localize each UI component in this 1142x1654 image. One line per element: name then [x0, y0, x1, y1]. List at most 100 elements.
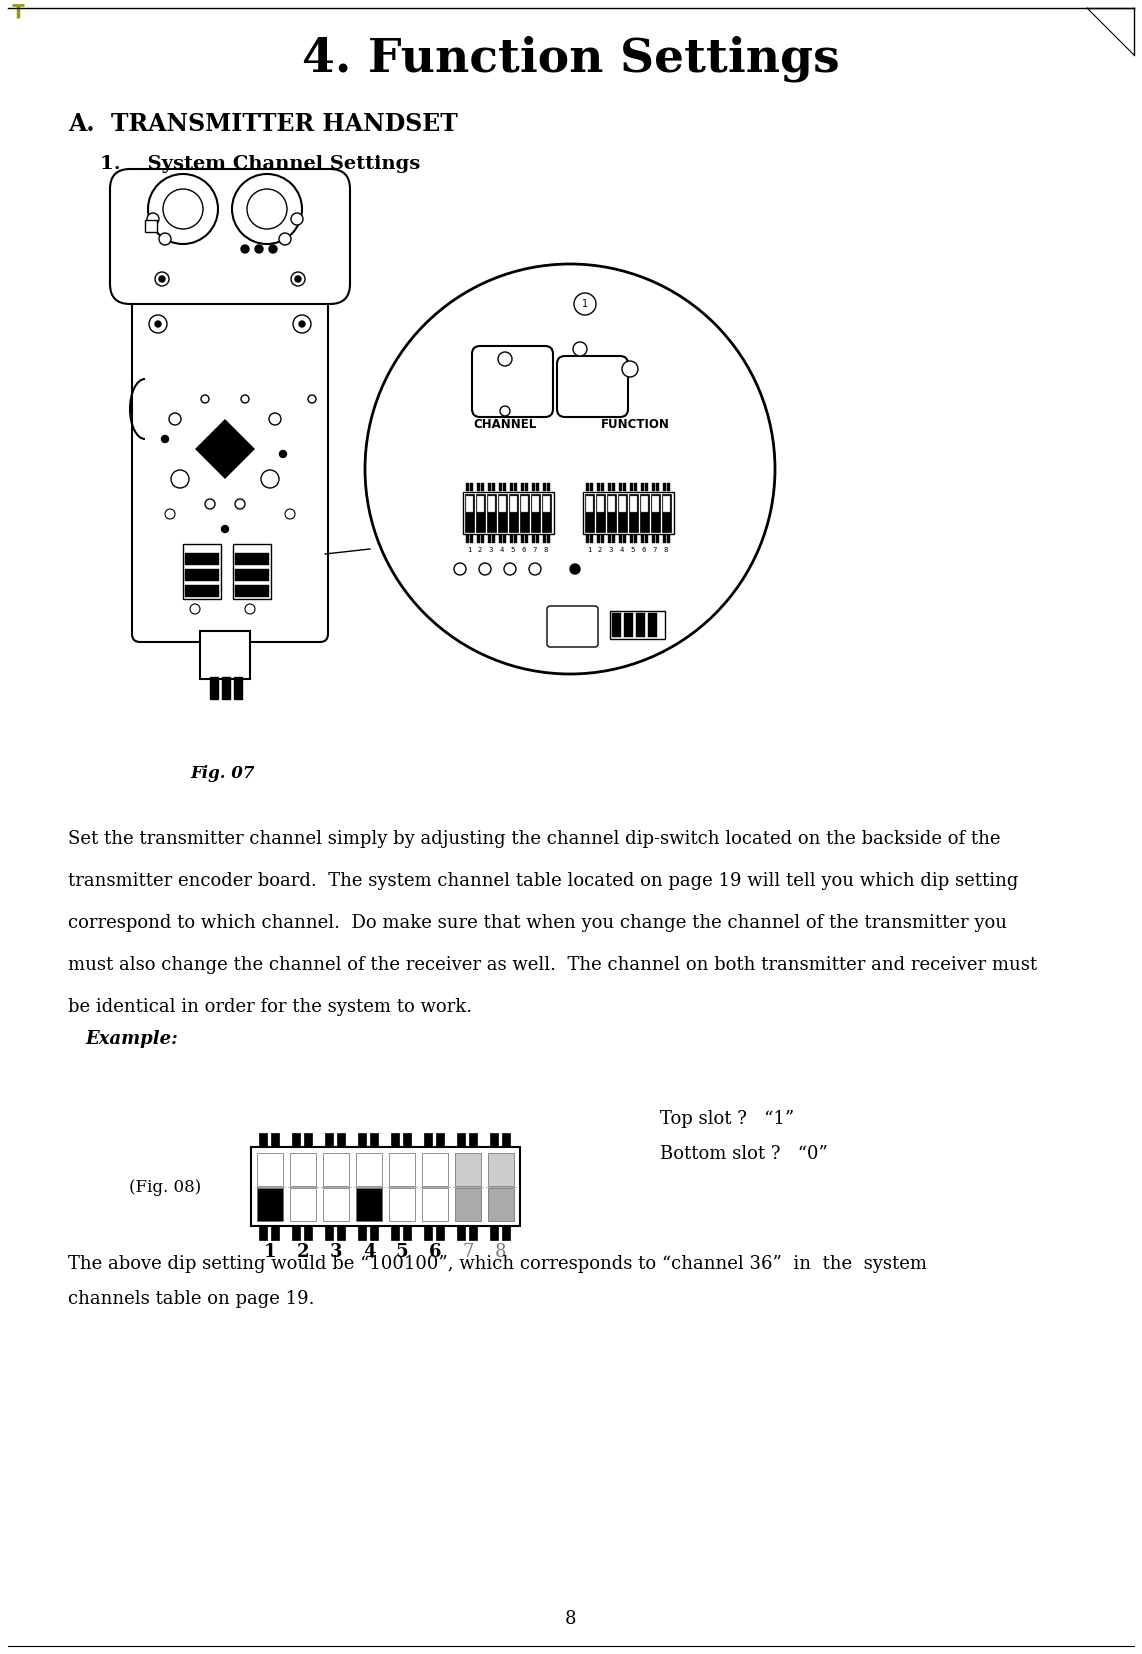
Circle shape [504, 562, 516, 576]
Bar [403, 1226, 411, 1240]
Circle shape [500, 405, 510, 417]
Bar [304, 1133, 312, 1146]
Circle shape [308, 395, 316, 404]
Bar [436, 1133, 444, 1146]
Bar [471, 483, 473, 491]
Text: 5: 5 [630, 547, 635, 552]
Bar [357, 1226, 365, 1240]
Bar [490, 1133, 498, 1146]
Bar [235, 569, 270, 581]
Text: CHANNEL: CHANNEL [474, 417, 537, 430]
Bar [457, 1226, 465, 1240]
Circle shape [222, 526, 228, 533]
Circle shape [171, 470, 188, 488]
Bar [463, 491, 554, 534]
Bar [292, 1133, 300, 1146]
Bar [271, 1133, 279, 1146]
Bar [457, 1133, 465, 1146]
Circle shape [206, 500, 215, 509]
Text: 8: 8 [544, 547, 548, 552]
Bar [521, 496, 528, 513]
Bar [499, 534, 502, 543]
Bar [612, 483, 616, 491]
Bar [547, 483, 550, 491]
Bar [200, 630, 250, 680]
Bar [641, 483, 644, 491]
Bar [652, 496, 659, 513]
Polygon shape [198, 422, 254, 476]
FancyBboxPatch shape [547, 605, 598, 647]
Bar [510, 483, 513, 491]
Circle shape [255, 245, 263, 253]
Bar [499, 496, 506, 513]
Text: 1.    System Channel Settings: 1. System Channel Settings [100, 155, 420, 174]
Text: 2: 2 [597, 547, 602, 552]
Bar [618, 495, 627, 533]
Bar [652, 534, 656, 543]
Text: 1: 1 [582, 299, 588, 309]
Text: 8: 8 [565, 1609, 577, 1628]
Circle shape [169, 414, 180, 425]
Circle shape [478, 562, 491, 576]
Circle shape [622, 361, 638, 377]
Bar [292, 1226, 300, 1240]
Circle shape [498, 352, 512, 366]
Bar [525, 483, 528, 491]
Text: (Fig. 08): (Fig. 08) [129, 1179, 201, 1196]
Bar [542, 495, 550, 533]
Bar [488, 534, 491, 543]
Bar [521, 534, 524, 543]
Circle shape [279, 233, 291, 245]
Circle shape [241, 395, 249, 404]
Bar [469, 1133, 477, 1146]
Bar [630, 483, 633, 491]
Text: Fig. 07: Fig. 07 [190, 766, 255, 782]
Circle shape [232, 174, 301, 245]
Text: 3: 3 [609, 547, 613, 552]
Bar [514, 483, 517, 491]
Bar [492, 483, 494, 491]
Bar [481, 534, 484, 543]
Bar [619, 534, 622, 543]
Bar [656, 534, 659, 543]
Bar [584, 491, 674, 534]
Bar [466, 534, 469, 543]
Bar [356, 1188, 383, 1221]
Bar [235, 586, 270, 597]
Text: A.  TRANSMITTER HANDSET: A. TRANSMITTER HANDSET [69, 112, 458, 136]
Bar [536, 534, 539, 543]
Bar [469, 1226, 477, 1240]
Bar [597, 496, 604, 513]
Text: 7: 7 [463, 1244, 474, 1260]
Text: The above dip setting would be “100100”, which corresponds to “channel 36”  in  : The above dip setting would be “100100”,… [69, 1255, 927, 1274]
Bar [502, 534, 506, 543]
Bar [290, 1153, 316, 1186]
Bar [640, 495, 649, 533]
Bar [536, 483, 539, 491]
Bar [624, 614, 633, 637]
Circle shape [291, 271, 305, 286]
Text: 6: 6 [642, 547, 646, 552]
Bar [509, 495, 518, 533]
Bar [597, 534, 600, 543]
Circle shape [159, 276, 164, 281]
Bar [608, 496, 616, 513]
Text: 4: 4 [620, 547, 625, 552]
Bar [610, 610, 665, 638]
Bar [645, 483, 648, 491]
Bar [585, 495, 594, 533]
Bar [370, 1226, 378, 1240]
Text: 8: 8 [664, 547, 668, 552]
Bar [424, 1226, 432, 1240]
Circle shape [147, 213, 159, 225]
Text: 6: 6 [522, 547, 526, 552]
Bar [465, 495, 474, 533]
Bar [531, 495, 540, 533]
Bar [185, 586, 219, 597]
Bar [590, 483, 593, 491]
Bar [667, 534, 670, 543]
Text: be identical in order for the system to work.: be identical in order for the system to … [69, 997, 472, 1016]
Bar [222, 676, 230, 700]
Circle shape [148, 174, 218, 245]
Bar [455, 1188, 481, 1221]
